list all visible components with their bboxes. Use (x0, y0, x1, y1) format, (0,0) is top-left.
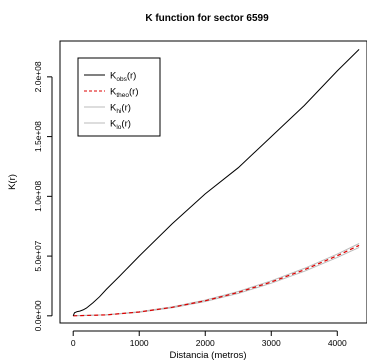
chart-title: K function for sector 6599 (145, 13, 269, 24)
x-axis-label: Distancia (metros) (169, 350, 246, 361)
x-tick-label: 3000 (262, 338, 281, 348)
series-line-k-obs-r- (72, 49, 360, 316)
y-axis-label: K(r) (7, 174, 18, 190)
legend-label-theo: Ktheo(r) (110, 87, 139, 100)
y-axis: 0.0e+00 5.0e+07 1.0e+08 1.5e+08 2.0e+08 (33, 61, 53, 331)
x-tick-label: 1000 (130, 338, 149, 348)
x-axis: 0 1000 2000 3000 4000 (71, 330, 347, 348)
y-tick-label: 2.0e+08 (33, 61, 43, 92)
x-tick-label: 4000 (328, 338, 347, 348)
legend-label-hi: Khi(r) (110, 103, 131, 116)
legend-label-obs: Kobs(r) (110, 71, 136, 84)
y-tick-label: 0.0e+00 (33, 300, 43, 331)
legend: Kobs(r) Ktheo(r) Khi(r) Klo(r) (77, 57, 161, 137)
series-layer (72, 49, 360, 317)
x-tick-label: 2000 (196, 338, 215, 348)
y-tick-label: 1.0e+08 (33, 181, 43, 212)
y-tick-label: 1.5e+08 (33, 121, 43, 152)
x-tick-label: 0 (71, 338, 76, 348)
series-line-k-lo-r- (73, 246, 360, 317)
plot-area (59, 40, 367, 324)
legend-label-lo: Klo(r) (110, 119, 131, 132)
series-line-k-theo-r- (73, 244, 360, 317)
y-tick-label: 5.0e+07 (33, 240, 43, 271)
